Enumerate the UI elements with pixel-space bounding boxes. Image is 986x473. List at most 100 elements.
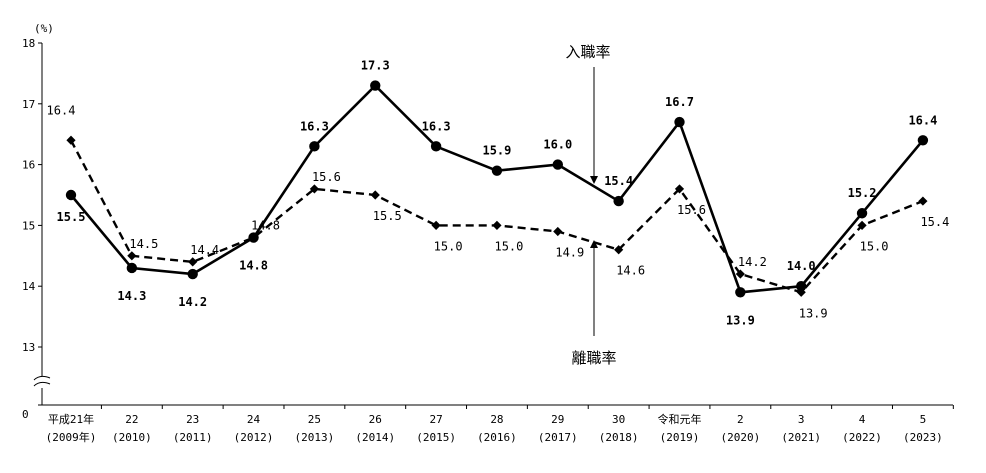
x-tick-label: 3 [798,413,805,426]
data-label-hiring: 16.7 [665,95,694,109]
x-tick-label: 23 [186,413,199,426]
y-axis-zero-label: 0 [22,408,29,421]
data-point-separation [735,269,745,279]
x-tick-label: 4 [859,413,866,426]
data-label-separation: 14.5 [129,237,158,251]
x-tick-label-year: (2019) [660,431,700,444]
data-point-hiring [187,268,198,280]
data-label-separation: 14.2 [738,255,767,269]
x-tick-label: 30 [612,413,625,426]
data-label-separation: 14.4 [190,243,219,257]
x-tick-label: 5 [920,413,927,426]
data-point-hiring [917,135,929,146]
data-label-hiring: 15.4 [604,174,633,188]
x-tick-label: 26 [369,413,382,426]
data-point-hiring [309,141,320,152]
data-label-hiring: 17.3 [361,59,390,73]
axes: 13 14 15 16 17 18 [22,37,954,409]
data-point-separation [127,251,137,261]
data-label-separation: 16.4 [47,103,76,117]
x-tick-label: 平成21年 [48,412,94,426]
data-point-separation [918,196,928,206]
x-tick-label-year: (2016) [477,431,517,444]
series-callout-hiring: 入職率 [565,43,610,61]
data-label-separation: 15.6 [312,170,341,184]
x-tick-label: 2 [737,413,744,426]
data-label-hiring: 15.9 [482,144,511,158]
x-tick-label-year: (2020) [720,431,760,444]
x-tick-label: 28 [490,413,503,426]
data-point-separation [857,220,867,230]
y-tick-label: 15 [22,219,35,232]
data-point-hiring [552,159,563,170]
x-tick-label: 22 [125,413,138,426]
data-point-separation [492,220,502,230]
data-point-separation [309,184,319,194]
data-label-hiring: 15.5 [57,210,86,224]
data-label-separation: 14.6 [616,264,645,278]
data-point-hiring [856,208,868,219]
data-point-separation [188,257,198,267]
x-tick-label-year: (2012) [234,431,274,444]
data-point-separation [431,220,441,230]
data-point-hiring [65,189,77,201]
data-label-separation: 15.6 [677,203,706,217]
data-label-separation: 15.0 [860,239,889,253]
data-label-hiring: 14.2 [178,295,207,309]
x-tick-label-year: (2015) [416,431,456,444]
data-label-separation: 15.5 [373,209,402,223]
x-tick-label-year: (2022) [842,431,882,444]
data-point-separation [553,226,563,237]
data-label-separation: 14.9 [555,245,584,259]
y-tick-label: 18 [22,37,35,50]
data-labels-layer: 15.5 14.3 14.2 14.8 16.3 17.3 16.3 15.9 16.0 15.4… [47,59,950,328]
x-tick-label: 24 [247,413,261,426]
y-axis-unit-label: (%) [34,22,54,35]
series-callout-separation: 離職率 [571,349,616,367]
x-tick-label-year: (2021) [781,431,821,444]
y-tick-label: 14 [22,280,36,293]
x-tick-label-year: (2014) [355,431,395,444]
data-label-hiring: 16.0 [543,138,572,152]
x-axis-labels: 平成21年 (2009年) 22 (2010) 23 (2011) 24 (2012) 2 5 (2… [46,412,943,444]
data-label-hiring: 13.9 [726,313,755,327]
x-tick-label-year: (2011) [173,431,213,444]
data-label-separation: 13.9 [799,306,828,320]
axis-break-mark [33,381,51,387]
y-tick-label: 13 [22,341,35,354]
data-point-separation [796,287,806,297]
data-point-hiring [430,141,442,152]
callout-arrowhead-hiring [590,176,598,184]
data-point-separation [674,184,685,194]
series-layer [65,80,929,298]
x-tick-label-year: (2010) [112,431,152,444]
data-point-hiring [491,165,503,176]
data-point-hiring [126,262,138,274]
x-tick-label: 27 [429,413,442,426]
x-tick-label: 29 [551,413,564,426]
data-label-hiring: 14.0 [787,259,816,273]
x-tick-label: 令和元年 [658,412,702,426]
x-tick-label-year: (2023) [903,431,943,444]
callout-arrowhead-separation [590,240,598,248]
axis-break-mark [33,375,51,381]
data-label-separation: 15.4 [920,215,949,229]
data-point-separation [370,190,380,200]
data-label-separation: 15.0 [494,239,523,253]
x-tick-label-year: (2013) [295,431,335,444]
data-label-hiring: 15.2 [848,186,877,200]
data-label-hiring: 14.3 [117,289,146,303]
data-point-separation [248,232,259,243]
x-tick-label-year: (2009年) [46,430,97,444]
data-point-hiring [674,116,685,128]
data-label-hiring: 16.3 [300,119,329,133]
data-label-hiring: 16.3 [422,119,451,133]
x-tick-label-year: (2018) [599,431,639,444]
data-point-hiring [370,80,381,91]
data-point-hiring [613,195,624,207]
data-point-separation [614,245,624,255]
data-label-hiring: 14.8 [239,259,268,273]
